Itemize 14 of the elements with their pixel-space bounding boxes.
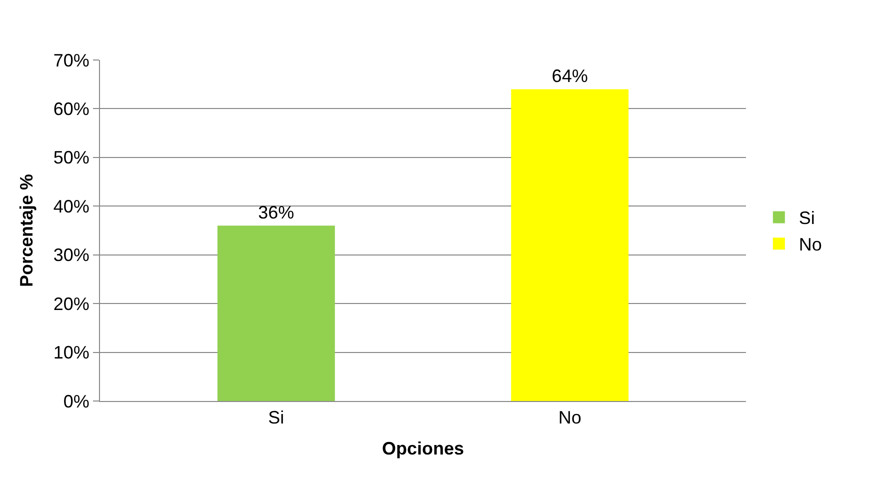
- y-tick-label: 20%: [53, 294, 90, 314]
- data-label: 36%: [258, 202, 294, 223]
- y-tick-label: 50%: [53, 148, 90, 168]
- legend-label: Si: [798, 208, 815, 228]
- y-tick-label: 0%: [63, 391, 90, 412]
- y-tick-label: 40%: [53, 196, 90, 216]
- legend-label: No: [798, 234, 822, 255]
- y-tick-label: 70%: [53, 50, 90, 70]
- y-axis-title: Porcentaje %: [16, 174, 37, 288]
- data-label: 64%: [552, 66, 588, 86]
- y-tick-label: 60%: [53, 99, 90, 120]
- y-tick-label: 10%: [53, 342, 90, 363]
- y-tick-label: 30%: [53, 245, 90, 266]
- x-axis-title: Opciones: [382, 438, 464, 459]
